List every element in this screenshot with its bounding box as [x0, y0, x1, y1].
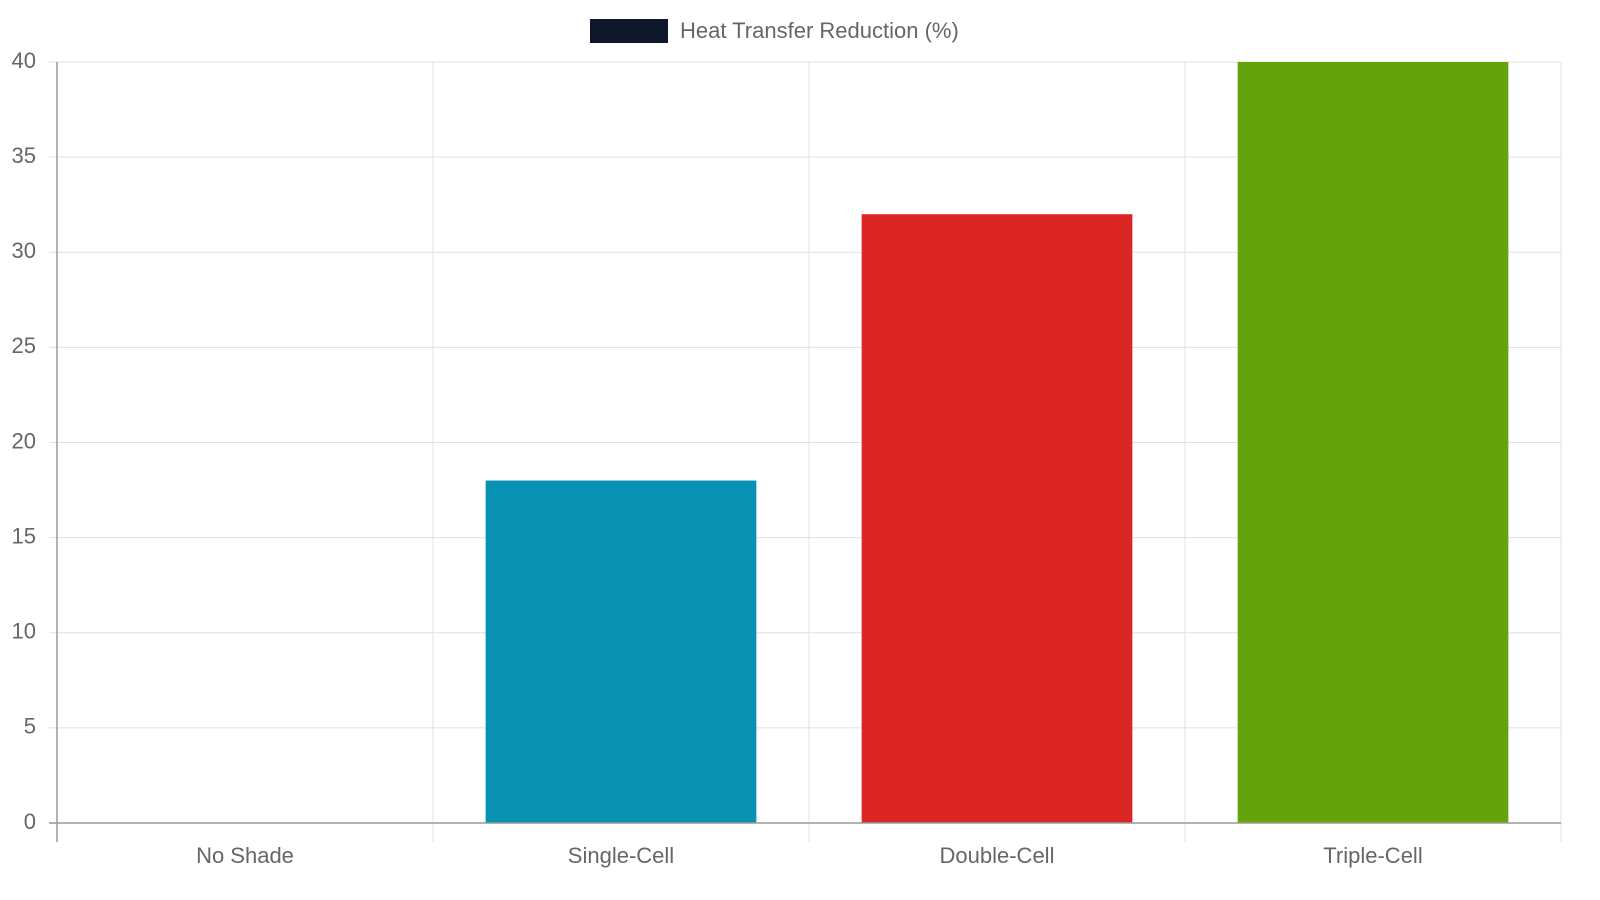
legend-swatch: [590, 19, 668, 43]
bar: [1237, 62, 1509, 823]
y-tick-label: 20: [12, 428, 36, 453]
y-tick-label: 30: [12, 238, 36, 263]
x-tick-label: Single-Cell: [568, 843, 674, 868]
legend-label: Heat Transfer Reduction (%): [680, 18, 959, 43]
y-tick-label: 0: [24, 809, 36, 834]
y-tick-label: 5: [24, 714, 36, 739]
x-tick-label: Triple-Cell: [1323, 843, 1422, 868]
y-tick-label: 10: [12, 619, 36, 644]
bar: [861, 214, 1133, 823]
x-tick-label: Double-Cell: [940, 843, 1055, 868]
y-tick-label: 40: [12, 48, 36, 73]
y-tick-label: 35: [12, 143, 36, 168]
y-tick-label: 25: [12, 333, 36, 358]
x-tick-label: No Shade: [196, 843, 294, 868]
bar: [485, 480, 757, 823]
y-tick-label: 15: [12, 523, 36, 548]
